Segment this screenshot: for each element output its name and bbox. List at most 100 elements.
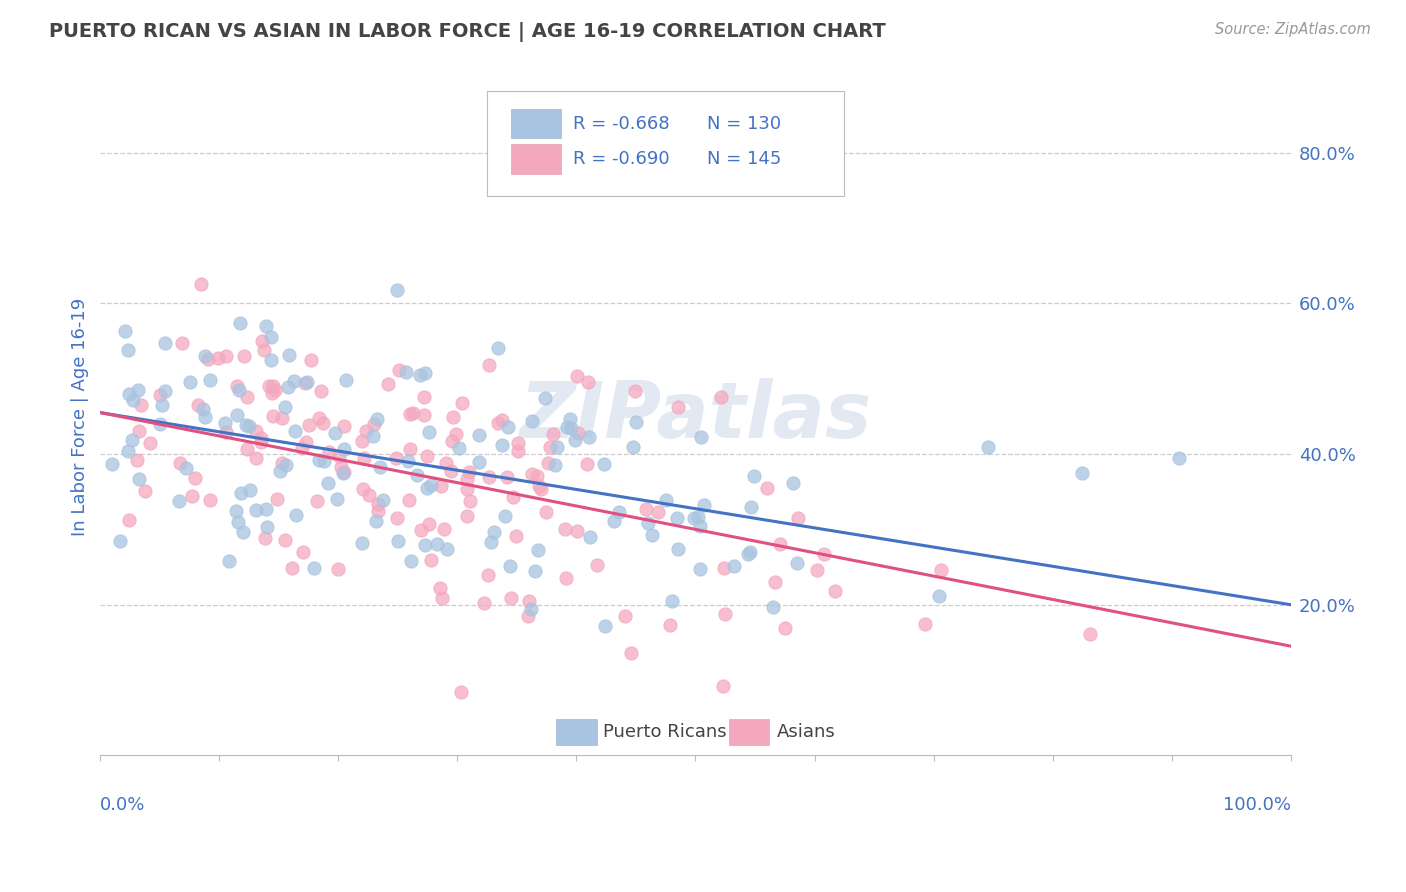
Point (602, 514, 624, 528)
Point (127, 453, 149, 467)
Point (546, 440, 568, 454)
Point (238, 419, 260, 434)
Point (451, 395, 474, 409)
Point (357, 488, 380, 502)
Point (613, 609, 636, 624)
Point (299, 353, 322, 368)
Point (118, 512, 141, 526)
Point (245, 503, 267, 517)
Point (323, 426, 346, 441)
FancyBboxPatch shape (488, 91, 844, 196)
Point (928, 589, 950, 603)
Point (567, 524, 589, 538)
Point (441, 434, 464, 448)
Point (262, 379, 284, 393)
Point (269, 464, 291, 478)
Point (367, 497, 389, 511)
Text: PUERTO RICAN VS ASIAN IN LABOR FORCE | AGE 16-19 CORRELATION CHART: PUERTO RICAN VS ASIAN IN LABOR FORCE | A… (49, 22, 886, 42)
Point (259, 353, 281, 368)
Point (402, 407, 425, 421)
Point (233, 349, 256, 363)
Point (666, 400, 689, 414)
Point (226, 408, 249, 422)
Point (517, 608, 540, 623)
Point (366, 412, 388, 426)
Point (245, 450, 267, 465)
Point (190, 277, 212, 291)
Point (520, 601, 543, 615)
Point (738, 545, 761, 559)
Point (527, 543, 550, 558)
Point (398, 492, 420, 507)
Point (426, 537, 449, 551)
Point (786, 511, 808, 525)
Point (117, 443, 139, 458)
Point (235, 418, 257, 433)
Point (283, 374, 305, 388)
Point (254, 502, 277, 516)
Point (270, 456, 292, 470)
Point (214, 416, 236, 430)
Point (456, 472, 478, 486)
Point (388, 363, 411, 377)
Point (620, 646, 643, 660)
FancyBboxPatch shape (510, 109, 561, 138)
Point (214, 349, 236, 363)
Point (655, 492, 678, 507)
Point (312, 454, 335, 468)
Point (478, 359, 501, 373)
Point (262, 409, 284, 423)
Point (333, 465, 356, 479)
Point (298, 417, 321, 432)
Point (169, 456, 191, 470)
Point (689, 519, 711, 533)
Point (621, 440, 644, 454)
Point (121, 433, 143, 447)
Point (420, 552, 443, 566)
Point (624, 384, 647, 399)
Point (592, 457, 614, 471)
Point (308, 453, 330, 467)
Point (274, 400, 297, 414)
Point (134, 483, 156, 498)
Point (682, 511, 704, 525)
Point (193, 401, 215, 416)
Point (491, 413, 513, 427)
Point (398, 442, 420, 456)
Point (710, 390, 733, 404)
Point (416, 481, 439, 495)
Point (666, 542, 689, 557)
Point (108, 533, 131, 548)
Point (329, 459, 352, 474)
Point (149, 417, 172, 431)
Point (468, 428, 491, 442)
Point (432, 591, 454, 605)
Text: ZIPatlas: ZIPatlas (519, 378, 872, 454)
Point (529, 478, 551, 492)
Point (367, 504, 389, 518)
Point (534, 505, 557, 519)
Point (472, 595, 495, 609)
Point (486, 341, 509, 355)
Point (295, 375, 318, 389)
Point (170, 336, 193, 351)
FancyBboxPatch shape (510, 144, 561, 174)
Point (127, 383, 149, 397)
Point (385, 450, 408, 465)
Point (139, 436, 162, 450)
Point (335, 373, 357, 387)
Point (304, 561, 326, 575)
Point (689, 562, 711, 576)
Point (740, 500, 762, 515)
Point (409, 368, 432, 383)
Point (245, 424, 267, 438)
Point (690, 430, 713, 444)
Point (444, 426, 467, 441)
Point (229, 316, 252, 330)
Point (153, 336, 176, 351)
Point (555, 571, 578, 585)
Point (578, 530, 600, 544)
Point (207, 351, 229, 366)
Point (332, 466, 354, 480)
Point (641, 528, 664, 542)
